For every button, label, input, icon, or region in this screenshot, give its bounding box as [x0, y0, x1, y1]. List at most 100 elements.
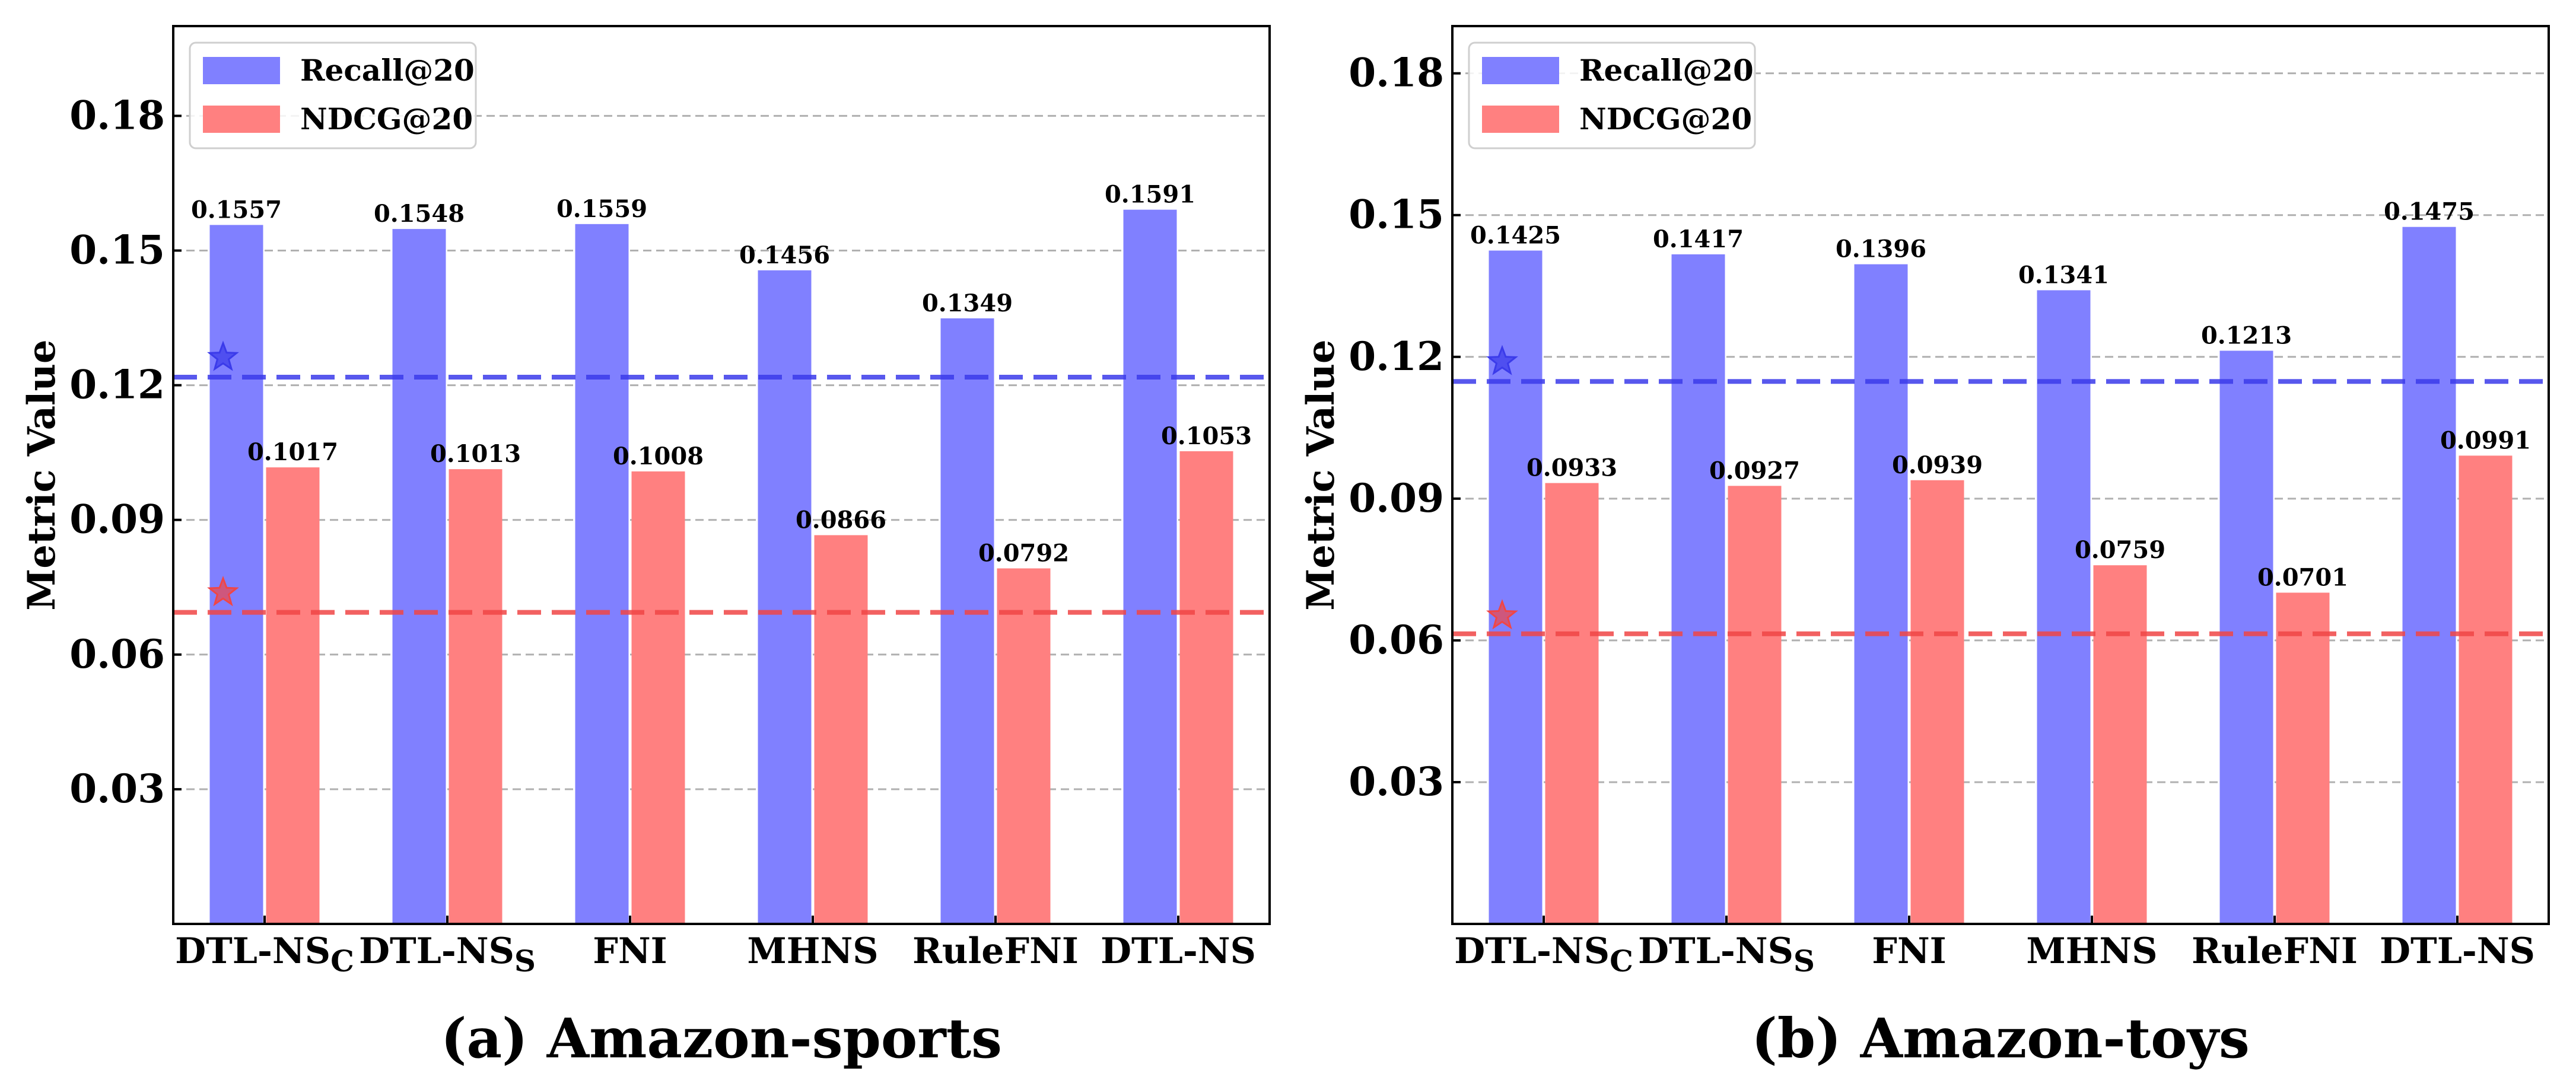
y-tick-label: 0.09 — [69, 496, 165, 543]
legend: Recall@20 NDCG@20 — [189, 42, 477, 149]
bar-value-label: 0.1396 — [1836, 235, 1926, 263]
legend-label-ndcg: NDCG@20 — [1579, 101, 1752, 136]
recall-bar — [209, 225, 263, 924]
category-name: DTL-NS — [359, 930, 514, 972]
y-tick-label: 0.06 — [69, 631, 165, 677]
chart-panel-toys: 0.1425 0.1417 0.1396 0.1341 0.1213 0.1475 0.09… — [1299, 25, 2550, 1070]
bar-value-label: 0.1017 — [247, 438, 338, 466]
ndcg-star-marker — [207, 575, 239, 607]
ndcg-bar — [2093, 565, 2147, 924]
category-subscript: S — [514, 943, 536, 978]
category-name: RuleFNI — [912, 930, 1079, 972]
y-tick-label: 0.03 — [69, 766, 165, 812]
x-category-label: DTL-NSS — [359, 930, 536, 978]
ndcg-bar — [631, 471, 685, 924]
recall-bar — [758, 270, 812, 925]
chart-subtitle: (a) Amazon-sports — [441, 1006, 1002, 1070]
legend-swatch-recall — [1482, 57, 1559, 84]
x-category-label: DTL-NSC — [175, 930, 354, 978]
bar-value-label: 0.1013 — [430, 440, 521, 468]
recall-bar — [2037, 290, 2091, 925]
legend-label-recall: Recall@20 — [300, 53, 475, 88]
bar-value-label: 0.1591 — [1105, 181, 1195, 209]
x-category-label: FNI — [593, 930, 667, 972]
bar-value-label: 0.0933 — [1526, 454, 1617, 482]
recall-bar — [1671, 254, 1725, 924]
recall-bar — [1854, 264, 1908, 925]
y-tick-label: 0.12 — [69, 362, 165, 408]
recall-bar — [1489, 250, 1543, 924]
category-name: FNI — [1872, 930, 1947, 972]
recall-bar — [1123, 209, 1177, 924]
axes-frame — [1451, 25, 2550, 925]
y-tick-label: 0.18 — [69, 92, 165, 138]
bar-value-label: 0.1417 — [1653, 225, 1744, 253]
category-name: FNI — [593, 930, 667, 972]
recall-bar — [2402, 227, 2456, 924]
legend-label-ndcg: NDCG@20 — [300, 101, 473, 136]
bar-value-label: 0.0701 — [2257, 563, 2348, 591]
x-category-label: MHNS — [2026, 930, 2157, 972]
recall-star-marker — [1486, 345, 1518, 375]
y-tick-label: 0.12 — [1349, 333, 1444, 380]
x-category-label: DTL-NS — [2380, 930, 2535, 972]
bar-value-label: 0.1456 — [739, 241, 830, 269]
ndcg-star-marker — [1486, 599, 1518, 630]
bar-value-label: 0.1548 — [374, 200, 465, 228]
ndcg-bar — [997, 568, 1051, 924]
ndcg-bar — [1545, 483, 1599, 924]
category-name: DTL-NS — [1454, 930, 1610, 972]
legend-swatch-ndcg — [1482, 106, 1559, 133]
legend-label-recall: Recall@20 — [1579, 53, 1754, 88]
x-category-label: DTL-NSS — [1638, 930, 1815, 978]
ndcg-bar — [449, 469, 503, 924]
recall-star-marker — [207, 340, 239, 371]
category-name: DTL-NS — [1638, 930, 1793, 972]
legend-swatch-ndcg — [203, 106, 280, 133]
category-subscript: S — [1793, 943, 1815, 978]
recall-bar — [940, 318, 994, 924]
ndcg-bar — [1910, 480, 1964, 924]
category-name: DTL-NS — [2380, 930, 2535, 972]
axes-frame — [172, 25, 1271, 925]
bar-value-label: 0.1475 — [2384, 198, 2475, 226]
bar-value-label: 0.1213 — [2201, 321, 2292, 349]
category-name: DTL-NS — [1101, 930, 1256, 972]
recall-bar — [392, 229, 446, 924]
ndcg-bar — [266, 467, 320, 924]
bar-value-label: 0.0927 — [1709, 457, 1800, 484]
legend: Recall@20 NDCG@20 — [1468, 42, 1756, 149]
ndcg-bar — [2276, 592, 2330, 924]
y-tick-label: 0.03 — [1349, 758, 1444, 805]
legend-swatch-recall — [203, 57, 280, 84]
x-category-label: DTL-NSC — [1454, 930, 1633, 978]
bar-value-label: 0.0866 — [796, 506, 886, 534]
bar-value-label: 0.1425 — [1470, 222, 1561, 250]
category-subscript: C — [330, 943, 354, 978]
x-category-label: MHNS — [747, 930, 878, 972]
x-category-label: RuleFNI — [912, 930, 1079, 972]
y-tick-label: 0.15 — [69, 227, 165, 273]
bar-value-label: 0.1008 — [613, 442, 704, 470]
bar-value-label: 0.0991 — [2440, 426, 2531, 454]
recall-bar — [2219, 350, 2273, 924]
y-axis-label: Metric Value — [20, 339, 64, 610]
bar-value-label: 0.0792 — [978, 539, 1069, 567]
y-tick-label: 0.18 — [1349, 50, 1444, 96]
ndcg-bar — [814, 535, 868, 924]
recall-bar — [575, 224, 629, 924]
x-category-label: FNI — [1872, 930, 1947, 972]
category-name: DTL-NS — [175, 930, 330, 972]
ndcg-bar — [1728, 486, 1782, 924]
x-category-label: DTL-NS — [1101, 930, 1256, 972]
bar-value-label: 0.1053 — [1161, 422, 1252, 450]
bar-value-label: 0.0939 — [1892, 451, 1983, 479]
ndcg-bar — [1179, 451, 1233, 924]
category-name: RuleFNI — [2192, 930, 2358, 972]
bar-value-label: 0.1349 — [922, 289, 1013, 317]
y-tick-label: 0.15 — [1349, 192, 1444, 238]
bar-value-label: 0.1559 — [556, 195, 647, 223]
y-axis-label: Metric Value — [1299, 339, 1343, 610]
y-tick-label: 0.09 — [1349, 475, 1444, 521]
